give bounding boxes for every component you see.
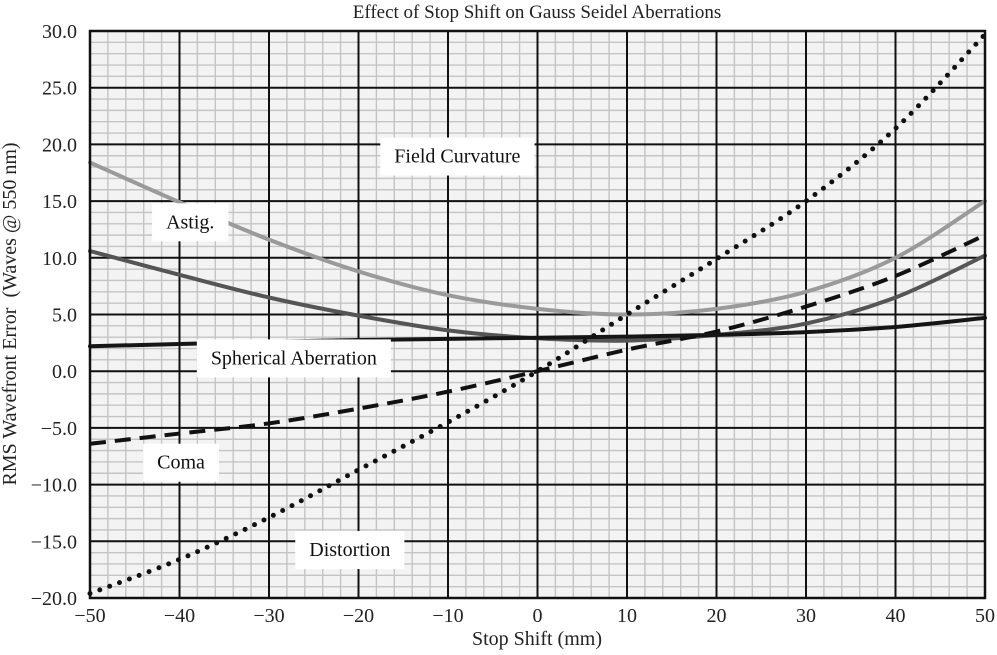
annotation-text: Field Curvature (394, 146, 520, 168)
y-tick-label: 20.0 (42, 134, 77, 156)
x-tick-labels: −50 −40 −30 −20 −10 0 10 20 30 40 50 (74, 605, 995, 627)
x-tick-label: −10 (432, 605, 463, 627)
annotations: Field Curvature Astig. Spherical Aberratio… (143, 137, 535, 570)
x-tick-label: 40 (886, 605, 906, 627)
plot-frame (88, 29, 987, 600)
annotation-label: Spherical Aberration (196, 339, 391, 378)
x-tick-label: −30 (253, 605, 284, 627)
y-tick-label: 10.0 (42, 248, 77, 270)
annotation-text: Coma (157, 452, 205, 474)
y-tick-label: −5.0 (41, 418, 77, 440)
annotation-label: Coma (143, 443, 220, 482)
chart-title: Effect of Stop Shift on Gauss Seidel Abe… (353, 2, 722, 23)
y-tick-label: −20.0 (31, 588, 77, 610)
annotation-text: Distortion (309, 539, 390, 561)
annotation-label: Astig. (152, 203, 229, 242)
x-tick-label: −50 (74, 605, 105, 627)
annotation-box (380, 137, 535, 176)
x-tick-label: 20 (707, 605, 727, 627)
annotation-box (295, 531, 405, 570)
annotation-box (196, 339, 391, 378)
y-tick-label: 25.0 (42, 78, 77, 100)
annotation-box (143, 443, 220, 482)
y-tick-label: 0.0 (52, 361, 77, 383)
x-tick-label: −40 (164, 605, 195, 627)
series-field-curvature-line (88, 160, 987, 317)
annotation-text: Astig. (166, 211, 214, 233)
x-tick-label: −20 (343, 605, 374, 627)
annotation-box (152, 203, 229, 242)
x-tick-label: 30 (796, 605, 816, 627)
series-distortion-line (87, 31, 988, 596)
y-tick-label: −10.0 (31, 475, 77, 497)
y-tick-label: 5.0 (52, 305, 77, 327)
y-tick-labels: −20.0 −15.0 −10.0 −5.0 0.0 5.0 10.0 15.0 20.0 25.… (31, 21, 77, 610)
y-axis-title: RMS Wavefront Error (Waves @ 550 nm) (0, 142, 21, 485)
annotation-text: Spherical Aberration (211, 347, 377, 369)
annotation-label: Field Curvature (380, 137, 535, 176)
x-tick-label: 10 (617, 605, 637, 627)
y-tick-label: 15.0 (42, 191, 77, 213)
y-tick-label: 30.0 (42, 21, 77, 43)
x-tick-label: 0 (533, 605, 543, 627)
annotation-label: Distortion (295, 531, 405, 570)
x-axis-title: Stop Shift (mm) (472, 628, 602, 650)
y-tick-label: −15.0 (31, 531, 77, 553)
series-coma-line (89, 233, 986, 446)
x-tick-label: 50 (975, 605, 995, 627)
